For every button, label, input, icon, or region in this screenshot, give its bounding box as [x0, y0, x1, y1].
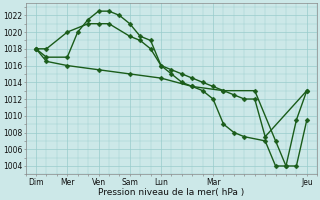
- X-axis label: Pression niveau de la mer( hPa ): Pression niveau de la mer( hPa ): [98, 188, 244, 197]
